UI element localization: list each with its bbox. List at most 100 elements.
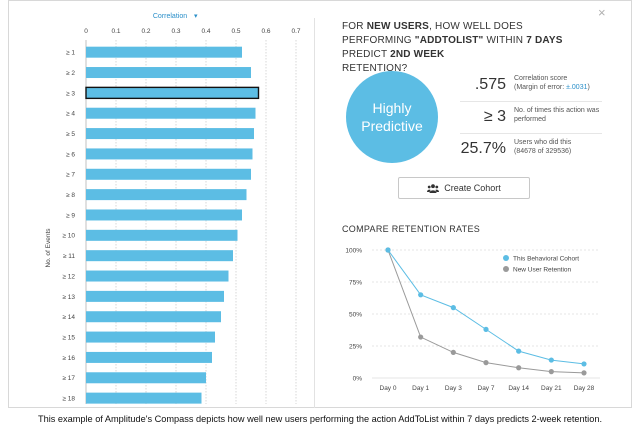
x-tick-label: Day 3 xyxy=(445,385,462,392)
data-point[interactable] xyxy=(418,292,424,298)
users-stat: 25.7% Users who did this (84678 of 329536… xyxy=(460,138,590,166)
chevron-down-icon[interactable]: ▾ xyxy=(194,13,198,20)
category-label: ≥ 14 xyxy=(62,314,75,321)
bar-selected[interactable] xyxy=(85,86,260,100)
x-tick-label: 0.6 xyxy=(261,28,270,35)
category-label: ≥ 7 xyxy=(66,172,75,179)
bar[interactable] xyxy=(86,168,251,180)
category-label: ≥ 11 xyxy=(63,253,76,260)
title-text: PREDICT xyxy=(342,49,391,60)
margin-suffix: ) xyxy=(587,84,590,91)
correlation-bar-chart: Correlation ▾ No. of Events ≥ 1 ≥ 2 ≥ 3 ≥ 4… xyxy=(45,13,301,404)
x-tick-label: Day 21 xyxy=(541,385,562,392)
x-tick-label: Day 1 xyxy=(412,385,429,392)
y-tick-label: 25% xyxy=(349,344,362,351)
y-tick-label: 100% xyxy=(345,248,362,255)
bar[interactable] xyxy=(86,250,233,262)
create-cohort-label: Create Cohort xyxy=(444,183,501,193)
users-icon xyxy=(427,183,440,193)
bar[interactable] xyxy=(86,189,247,201)
category-label: ≥ 12 xyxy=(62,273,75,280)
title-text: RETENTION? xyxy=(342,63,408,74)
legend-label: New User Retention xyxy=(513,267,572,274)
bar[interactable] xyxy=(86,209,242,221)
title-days: 7 DAYS xyxy=(526,35,563,46)
users-counts: (84678 of 329536) xyxy=(514,148,572,155)
category-label: ≥ 6 xyxy=(66,151,75,158)
data-point[interactable] xyxy=(418,334,424,340)
data-point[interactable] xyxy=(483,360,489,366)
category-label: ≥ 4 xyxy=(66,111,75,118)
title-week: 2ND WEEK xyxy=(390,49,445,60)
x-tick-label: Day 14 xyxy=(508,385,529,392)
y-axis-label: No. of Events xyxy=(45,228,52,268)
figure-caption: This example of Amplitude's Compass depi… xyxy=(0,408,640,432)
x-tick-label: Day 28 xyxy=(574,385,595,392)
bar[interactable] xyxy=(86,290,224,302)
category-label: ≥ 15 xyxy=(62,334,75,341)
bar[interactable] xyxy=(86,331,215,343)
x-tick-label: 0.4 xyxy=(201,28,210,35)
prediction-badge: Highly Predictive xyxy=(346,71,438,163)
data-point[interactable] xyxy=(483,326,489,332)
bar[interactable] xyxy=(86,67,251,79)
x-tick-label: 0.3 xyxy=(171,28,180,35)
times-label: No. of times this action was performed xyxy=(514,107,600,123)
margin-value: ±.0031 xyxy=(566,84,588,91)
category-label: ≥ 8 xyxy=(66,192,75,199)
category-label: ≥ 1 xyxy=(66,50,75,57)
question-title: FOR NEW USERS, HOW WELL DOES PERFORMING … xyxy=(342,20,592,76)
correlation-stat: .575 Correlation score (Margin of error: … xyxy=(460,74,590,102)
bar[interactable] xyxy=(86,351,212,363)
x-tick-label: 0.5 xyxy=(231,28,240,35)
times-value: ≥ 3 xyxy=(483,108,506,125)
legend-marker xyxy=(503,266,509,272)
bar[interactable] xyxy=(86,392,202,404)
title-event: "ADDTOLIST" xyxy=(414,35,484,46)
correlation-label: Correlation score xyxy=(514,75,568,82)
category-label: ≥ 9 xyxy=(66,212,75,219)
data-point[interactable] xyxy=(516,365,522,371)
x-tick-label: 0.1 xyxy=(111,28,120,35)
data-point[interactable] xyxy=(450,305,456,311)
users-label: Users who did this xyxy=(514,139,572,146)
data-point[interactable] xyxy=(385,247,391,253)
data-point[interactable] xyxy=(581,361,587,367)
times-stat: ≥ 3 No. of times this action was perform… xyxy=(460,106,599,134)
bar[interactable] xyxy=(86,148,253,160)
bar[interactable] xyxy=(86,128,254,140)
bar[interactable] xyxy=(86,270,229,282)
bar[interactable] xyxy=(86,372,206,384)
bar[interactable] xyxy=(86,46,242,58)
x-tick-label: Day 7 xyxy=(478,385,495,392)
title-text: , HOW WELL DOES PERFORMING xyxy=(342,21,523,46)
bar[interactable] xyxy=(86,311,221,323)
close-icon[interactable]: × xyxy=(598,5,606,20)
data-point[interactable] xyxy=(548,369,554,375)
data-point[interactable] xyxy=(581,370,587,376)
data-point[interactable] xyxy=(516,348,522,354)
y-tick-label: 50% xyxy=(349,312,362,319)
legend-label: This Behavioral Cohort xyxy=(513,256,579,263)
title-text: WITHIN xyxy=(483,35,527,46)
data-point[interactable] xyxy=(450,349,456,355)
correlation-value: .575 xyxy=(474,76,506,93)
title-text: FOR xyxy=(342,21,367,32)
category-label: ≥ 17 xyxy=(62,375,75,382)
bar[interactable] xyxy=(86,107,256,119)
create-cohort-button[interactable]: Create Cohort xyxy=(398,177,530,199)
x-tick-label: 0 xyxy=(84,28,88,35)
data-point[interactable] xyxy=(548,357,554,363)
x-tick-label: 0.7 xyxy=(291,28,300,35)
panel-divider xyxy=(314,18,315,408)
bar[interactable] xyxy=(86,229,238,241)
category-label: ≥ 3 xyxy=(66,90,75,97)
category-label: ≥ 10 xyxy=(62,233,75,240)
y-tick-label: 75% xyxy=(349,280,362,287)
retention-title: COMPARE RETENTION RATES xyxy=(342,224,481,234)
badge-line2: Predictive xyxy=(361,118,423,134)
x-tick-label: 0.2 xyxy=(141,28,150,35)
badge-line1: Highly xyxy=(372,100,412,116)
y-tick-label: 0% xyxy=(353,376,363,383)
correlation-axis-title[interactable]: Correlation xyxy=(153,13,187,20)
